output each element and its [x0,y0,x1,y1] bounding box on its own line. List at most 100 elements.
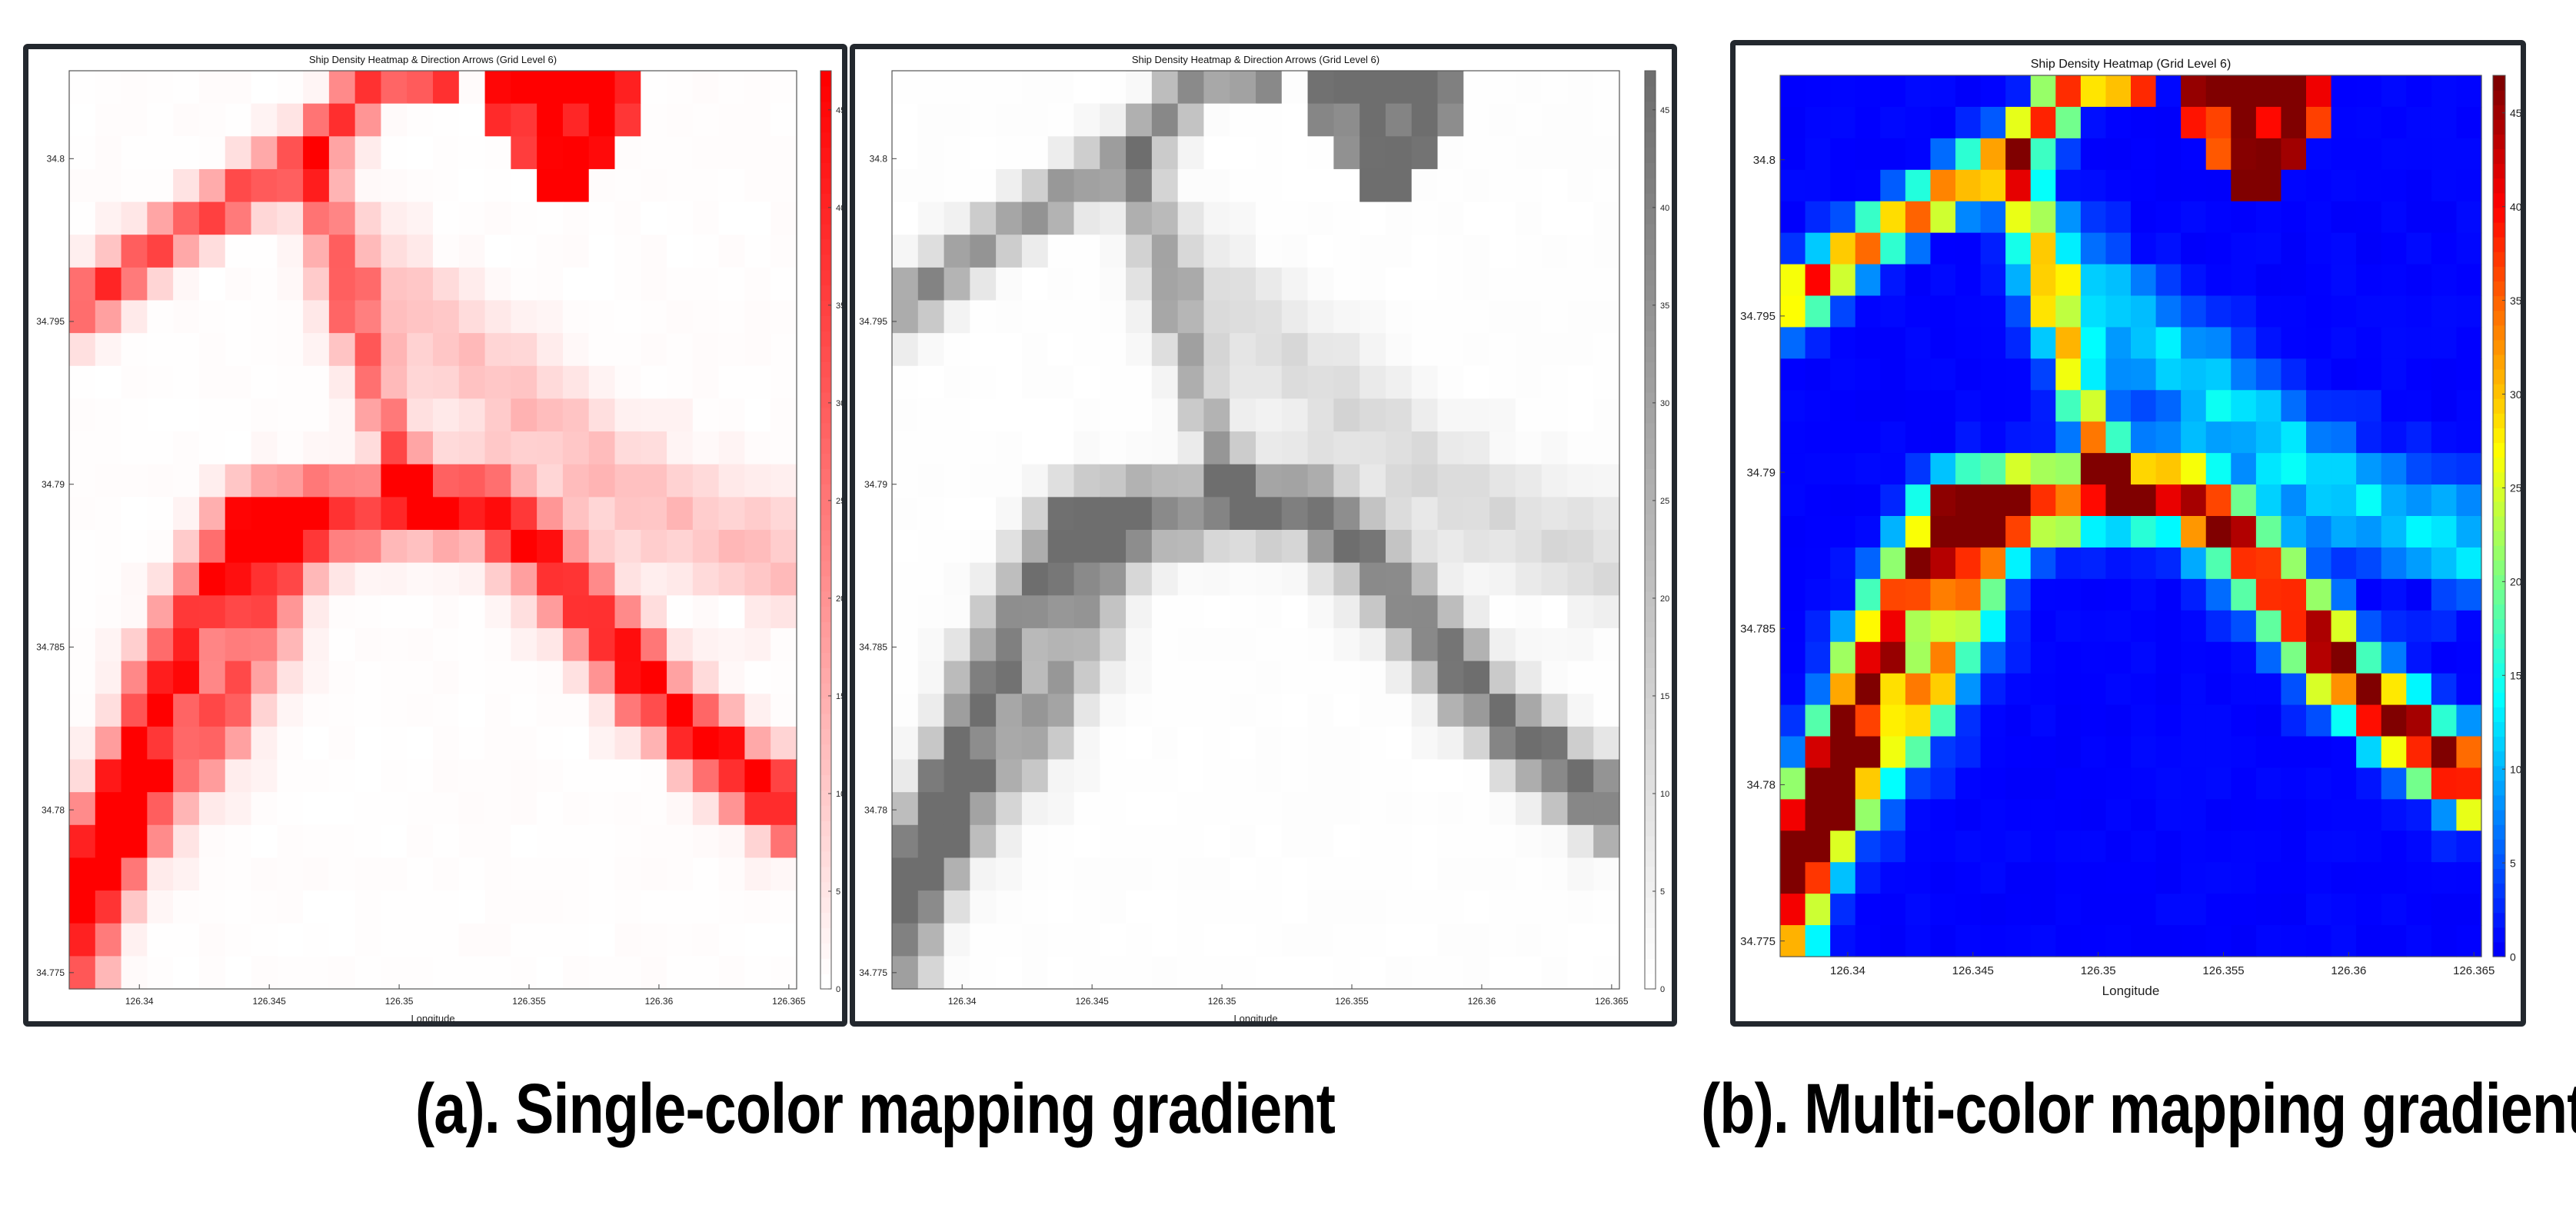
heatmap-cell [2131,831,2157,863]
heatmap-cell [251,398,278,432]
heatmap-cell [1437,726,1464,761]
heatmap-cell [970,661,997,694]
heatmap-cell [1203,497,1230,531]
heatmap-cell [69,562,96,596]
heatmap-cell [996,956,1023,990]
heatmap-cell [562,759,590,793]
colorbar-segment [1645,866,1656,883]
heatmap-cell [1100,792,1127,826]
heatmap-cell [277,333,304,367]
heatmap-cell [588,694,616,727]
heatmap-cell [537,267,564,301]
heatmap-cell [95,168,122,203]
heatmap-cell [2105,799,2132,831]
heatmap-cell [147,136,174,170]
heatmap-cell [892,497,919,531]
heatmap-cell [354,562,382,596]
heatmap-cell [484,759,511,793]
heatmap-cell [1855,358,1881,391]
colorbar-tick-label: 20 [2510,576,2521,588]
heatmap-cell [917,365,945,400]
heatmap-cell [2080,390,2107,422]
heatmap-cell [1489,235,1516,268]
heatmap-cell [2356,295,2382,328]
colorbar-segment [820,162,831,178]
heatmap-cell [458,694,486,727]
heatmap-cell [1411,235,1439,268]
colorbar-tick-label: 25 [2510,482,2521,494]
heatmap-cell [2406,704,2432,737]
heatmap-cell [770,267,797,301]
heatmap-cell [2381,201,2407,234]
heatmap-cell [225,661,252,694]
heatmap-cell [1830,641,1856,674]
heatmap-cell [1830,358,1856,391]
heatmap-cell [2005,862,2032,894]
heatmap-cell [2456,673,2482,706]
heatmap-cell [2181,327,2207,359]
heatmap-cell [667,136,694,170]
heatmap-cell [147,464,174,498]
heatmap-cell [2231,169,2257,202]
heatmap-cell [147,694,174,727]
colorbar-segment [1645,943,1656,959]
heatmap-cell [1780,610,1806,643]
heatmap-cell [354,136,382,170]
heatmap-cell [718,694,746,727]
heatmap-cell [433,562,460,596]
heatmap-cell [2406,75,2432,108]
heatmap-cell [1515,530,1543,564]
heatmap-cell [2131,138,2157,171]
heatmap-cell [458,595,486,629]
heatmap-cell [1333,956,1360,990]
heatmap-cell [1151,890,1179,924]
heatmap-cell [1955,264,1982,297]
heatmap-cell [2005,578,2032,611]
heatmap-cell [1126,235,1153,268]
heatmap-cell [996,201,1023,235]
heatmap-cell [1489,168,1516,203]
heatmap-cell [354,333,382,367]
heatmap-cell [1805,169,1831,202]
heatmap-cell [588,103,616,137]
colorbar-segment [820,238,831,255]
heatmap-cell [1437,497,1464,531]
heatmap-cell [2105,327,2132,359]
heatmap-cell [996,792,1023,826]
colorbar-segment [2493,618,2505,634]
heatmap-cell [433,497,460,531]
heatmap-cell [1593,235,1620,268]
colorbar-segment [820,591,831,608]
heatmap-cell [1541,726,1569,761]
heatmap-cell [1307,398,1334,432]
heatmap-cell [1905,578,1932,611]
heatmap-cell [1489,530,1516,564]
heatmap-cell [2231,641,2257,674]
heatmap-cell [1100,759,1127,793]
heatmap-cell [614,71,641,105]
colorbar-segment [1645,836,1656,852]
colorbar [2493,75,2505,957]
heatmap-cell [328,956,356,990]
heatmap-cell [1955,704,1982,737]
heatmap-cell [2381,169,2407,202]
heatmap-cell [1073,792,1100,826]
heatmap-cell [121,694,148,727]
heatmap-cell [147,923,174,957]
heatmap-cell [1805,453,1831,485]
heatmap-cell [511,201,537,235]
colorbar-segment [1645,728,1656,745]
heatmap-cell [1830,767,1856,800]
heatmap-cell [173,530,200,564]
heatmap-cell [2431,264,2458,297]
heatmap-cell [1307,824,1334,859]
heatmap-cell [917,235,945,268]
heatmap-cell [1203,398,1230,432]
heatmap-cell [2306,610,2332,643]
heatmap-cell [381,923,408,957]
heatmap-cell [588,530,616,564]
heatmap-cell [1385,694,1413,727]
heatmap-cell [1177,464,1205,498]
heatmap-cell [251,497,278,531]
heatmap-cell [770,792,797,826]
